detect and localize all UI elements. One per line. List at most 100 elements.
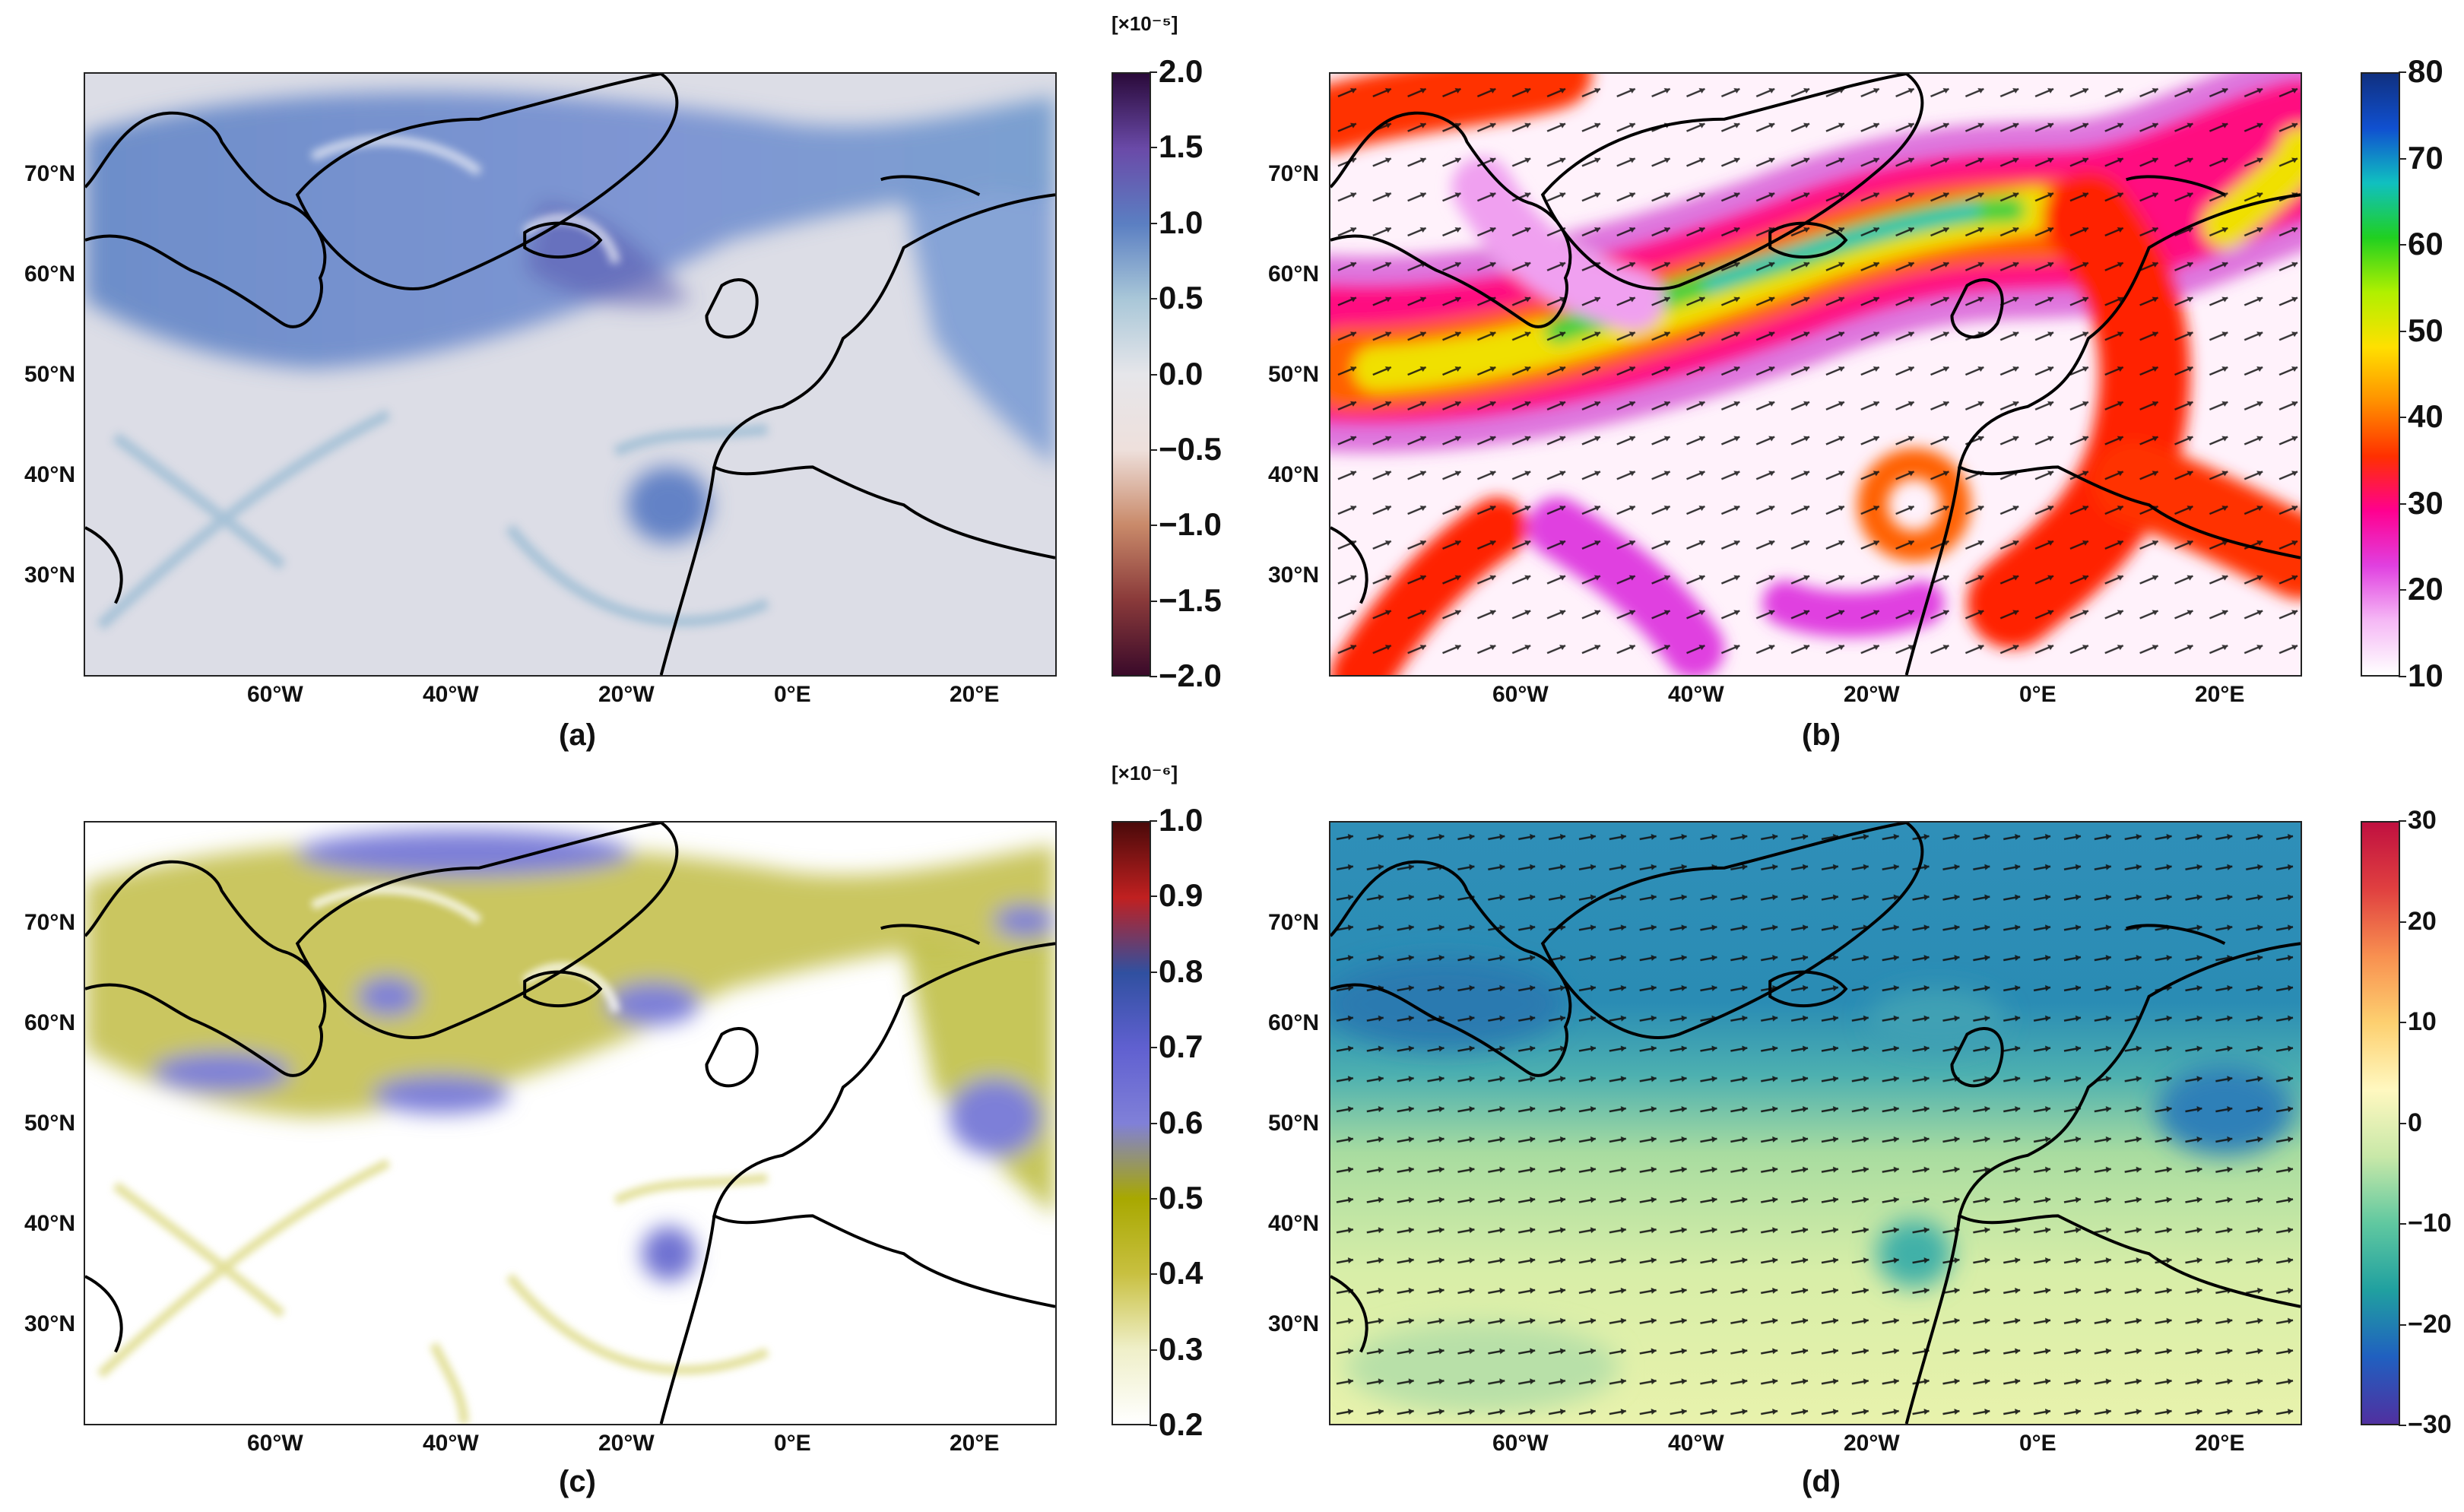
colorbar-tick-mark <box>1150 1047 1157 1049</box>
colorbar-tick-mark <box>1150 820 1157 822</box>
colorbar-tick-mark <box>2399 502 2406 505</box>
map-d <box>1329 821 2302 1425</box>
lon-tick: 20°W <box>598 682 655 707</box>
lon-tick: 20°E <box>950 1431 1000 1456</box>
map-a <box>84 72 1057 677</box>
colorbar-tick-label: 0.6 <box>1159 1104 1203 1140</box>
colorbar-tick-label: −30 <box>2408 1410 2452 1439</box>
panel-label: (d) <box>1802 1465 1841 1498</box>
colorbar-tick-label: 1.0 <box>1159 802 1203 838</box>
colorbar-tick-label: 60 <box>2408 226 2443 262</box>
lat-tick: 60°N <box>24 262 76 287</box>
colorbar-tick-label: 0.0 <box>1159 355 1203 391</box>
colorbar-d <box>2361 821 2400 1425</box>
lat-tick: 50°N <box>1268 1111 1320 1136</box>
colorbar-tick-label: 0.8 <box>1159 953 1203 989</box>
panel-label: (b) <box>1802 718 1841 752</box>
colorbar-tick-label: −20 <box>2408 1309 2452 1339</box>
lon-tick: 20°W <box>598 1431 655 1456</box>
lon-tick: 0°E <box>774 682 811 707</box>
lat-tick: 40°N <box>1268 1211 1320 1236</box>
colorbar-tick-label: 30 <box>2408 806 2437 835</box>
lon-tick: 0°E <box>2019 1431 2057 1456</box>
colorbar-tick-label: −0.5 <box>1159 430 1222 467</box>
colorbar-tick-mark <box>1150 449 1157 451</box>
colorbar-tick-label: 0.4 <box>1159 1255 1203 1292</box>
colorbar-tick-mark <box>2399 1022 2406 1023</box>
lat-tick: 40°N <box>24 462 76 487</box>
lon-tick: 20°W <box>1844 1431 1900 1456</box>
lon-tick: 20°W <box>1844 682 1900 707</box>
lon-tick: 60°W <box>1492 682 1549 707</box>
lat-tick: 70°N <box>24 910 76 935</box>
lon-tick: 20°E <box>2195 1431 2245 1456</box>
lat-tick: 40°N <box>24 1211 76 1236</box>
lat-tick: 30°N <box>1268 1311 1320 1336</box>
lon-tick: 40°W <box>1668 682 1724 707</box>
colorbar-tick-mark <box>2399 820 2406 822</box>
colorbar-tick-label: 70 <box>2408 139 2443 176</box>
colorbar-b <box>2361 72 2400 677</box>
colorbar-tick-mark <box>2399 1425 2406 1426</box>
map-b <box>1329 72 2302 677</box>
colorbar-tick-label: 0 <box>2408 1108 2422 1137</box>
colorbar-tick-label: −10 <box>2408 1209 2452 1238</box>
lon-tick: 60°W <box>247 682 303 707</box>
map-c <box>84 821 1057 1425</box>
colorbar-tick-mark <box>1150 525 1157 527</box>
lat-tick: 70°N <box>1268 910 1320 935</box>
colorbar-tick-label: −2.0 <box>1159 658 1222 693</box>
colorbar-scale: [×10⁻⁶] <box>1111 762 1178 785</box>
colorbar-tick-label: 30 <box>2408 484 2443 521</box>
colorbar-tick-mark <box>2399 417 2406 419</box>
colorbar-tick-mark <box>1150 147 1157 149</box>
lat-tick: 60°N <box>1268 262 1320 287</box>
lat-tick: 50°N <box>1268 362 1320 387</box>
colorbar-c <box>1111 821 1151 1425</box>
panel-label: (c) <box>559 1465 596 1498</box>
colorbar-tick-label: 40 <box>2408 398 2443 435</box>
colorbar-tick-mark <box>1150 1197 1157 1200</box>
colorbar-tick-label: 0.3 <box>1159 1330 1203 1367</box>
colorbar-tick-label: 0.5 <box>1159 280 1203 316</box>
colorbar-tick-mark <box>2399 330 2406 332</box>
colorbar-tick-label: 0.2 <box>1159 1406 1203 1442</box>
colorbar-tick-mark <box>1150 1349 1157 1351</box>
colorbar-tick-mark <box>1150 1122 1157 1124</box>
lon-tick: 60°W <box>1492 1431 1549 1456</box>
colorbar-tick-label: −1.5 <box>1159 582 1222 618</box>
colorbar-tick-mark <box>2399 921 2406 923</box>
colorbar-tick-mark <box>1150 71 1157 73</box>
lat-tick: 60°N <box>24 1010 76 1035</box>
colorbar-tick-mark <box>2399 1223 2406 1225</box>
lon-tick: 20°E <box>950 682 1000 707</box>
colorbar-tick-label: 10 <box>2408 1007 2437 1036</box>
lat-tick: 50°N <box>24 362 76 387</box>
colorbar-tick-mark <box>1150 1273 1157 1276</box>
lon-tick: 40°W <box>423 682 479 707</box>
colorbar-tick-mark <box>2399 157 2406 160</box>
lat-tick: 70°N <box>1268 161 1320 186</box>
colorbar-tick-label: 1.0 <box>1159 204 1203 240</box>
colorbar-tick-mark <box>2399 589 2406 591</box>
lat-tick: 70°N <box>24 161 76 186</box>
lon-tick: 20°E <box>2195 682 2245 707</box>
colorbar-tick-mark <box>1150 676 1157 677</box>
colorbar-tick-label: 10 <box>2408 658 2443 693</box>
colorbar-tick-mark <box>1150 895 1157 898</box>
colorbar-tick-mark <box>1150 298 1157 300</box>
colorbar-tick-mark <box>2399 244 2406 246</box>
lon-tick: 40°W <box>1668 1431 1724 1456</box>
colorbar-tick-label: 2.0 <box>1159 53 1203 89</box>
colorbar-tick-label: 0.9 <box>1159 877 1203 914</box>
lat-tick: 50°N <box>24 1111 76 1136</box>
colorbar-tick-mark <box>1150 600 1157 602</box>
lat-tick: 30°N <box>24 563 76 588</box>
colorbar-a <box>1111 72 1151 677</box>
lat-tick: 40°N <box>1268 462 1320 487</box>
colorbar-tick-label: 80 <box>2408 53 2443 89</box>
colorbar-tick-label: 20 <box>2408 906 2437 936</box>
colorbar-tick-label: −1.0 <box>1159 506 1222 543</box>
colorbar-tick-label: 1.5 <box>1159 128 1203 165</box>
colorbar-tick-label: 0.5 <box>1159 1179 1203 1216</box>
